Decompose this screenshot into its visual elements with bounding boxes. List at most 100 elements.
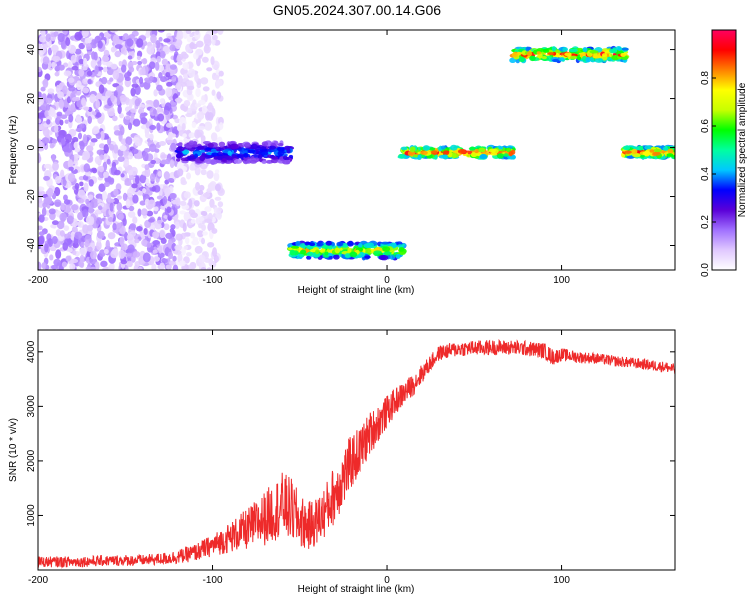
heatmap-cell [490, 152, 498, 156]
heatmap-cell [343, 244, 349, 248]
heatmap-cell [381, 241, 390, 245]
heatmap-cell [200, 210, 208, 217]
heatmap-cell [95, 132, 102, 140]
heatmap-cell [84, 37, 92, 44]
heatmap-cell [38, 235, 45, 246]
heatmap-cell [152, 249, 158, 254]
heatmap-cell [216, 91, 222, 100]
heatmap-cell [349, 251, 358, 258]
heatmap-cell [148, 61, 156, 70]
heatmap-cell [95, 99, 100, 109]
heatmap-cell [47, 88, 55, 94]
heatmap-cell [42, 78, 49, 89]
heatmap-cell [620, 52, 626, 57]
heatmap-cell [325, 240, 332, 246]
heatmap-cell [175, 197, 181, 207]
heatmap-cell [78, 68, 85, 77]
heatmap-cell [400, 146, 408, 151]
heatmap-cell [79, 181, 84, 187]
heatmap-cell [71, 96, 80, 102]
heatmap-cell [82, 209, 89, 218]
heatmap-cell [92, 198, 98, 203]
heatmap-cell [230, 143, 239, 150]
heatmap-cell [89, 257, 98, 265]
heatmap-cell [55, 229, 62, 237]
heatmap-cell [50, 224, 57, 229]
heatmap-cell [132, 251, 141, 258]
heatmap-cell [188, 198, 193, 209]
heatmap-cell [589, 50, 599, 54]
heatmap-cell [128, 34, 136, 40]
heatmap-cell [409, 146, 416, 153]
heatmap-cell [134, 139, 143, 147]
heatmap-cell [667, 148, 674, 154]
heatmap-cell [71, 65, 79, 71]
heatmap-cell [119, 236, 125, 246]
colorbar-tick-label: 0.0 [700, 263, 711, 277]
heatmap-cell [48, 208, 56, 215]
heatmap-cell [271, 156, 279, 160]
heatmap-cell [662, 146, 669, 151]
heatmap-cell [63, 204, 72, 214]
heatmap-cell [130, 108, 137, 114]
heatmap-cell [541, 55, 547, 60]
heatmap-cell [62, 30, 68, 35]
heatmap-cell [45, 33, 51, 42]
snr-x-ticks: -200 -100 0 100 [28, 330, 570, 586]
heatmap-cell [474, 148, 479, 154]
heatmap-cell [631, 148, 638, 155]
heatmap-cell [204, 121, 213, 131]
heatmap-cell [176, 158, 181, 162]
y-tick-label: 0 [26, 144, 37, 150]
heatmap-cell [176, 97, 182, 104]
heatmap-cell [304, 241, 311, 246]
heatmap-cell [479, 154, 488, 160]
heatmap-cell [310, 248, 317, 253]
heatmap-cell [60, 114, 68, 120]
heatmap-cell [261, 141, 269, 147]
heatmap-cell [315, 242, 324, 247]
heatmap-cell [108, 177, 115, 185]
x-tick-label: 100 [553, 275, 570, 286]
heatmap-cell [109, 143, 115, 151]
heatmap-cell [163, 109, 170, 115]
heatmap-cell [170, 224, 176, 230]
heatmap-cell [422, 145, 431, 151]
heatmap-cell [91, 168, 98, 174]
heatmap-cell [144, 132, 151, 139]
heatmap-cell [42, 43, 47, 54]
heatmap-cell [50, 264, 58, 270]
heatmap-cell [59, 119, 64, 126]
heatmap-cell [177, 168, 184, 177]
heatmap-cell [116, 222, 122, 229]
heatmap-cell [478, 147, 486, 153]
heatmap-cell [77, 211, 84, 221]
heatmap-cell [498, 146, 504, 150]
heatmap-cell [133, 264, 139, 270]
heatmap-cell [197, 230, 204, 238]
y-tick-label: 20 [26, 93, 37, 105]
heatmap-cell [564, 52, 572, 57]
heatmap-cell [194, 103, 202, 108]
heatmap-cell [194, 129, 201, 139]
heatmap-cell [206, 267, 213, 270]
heatmap-cell [85, 43, 92, 50]
heatmap-cell [79, 247, 87, 256]
heatmap-cell [145, 30, 151, 36]
heatmap-cell [96, 240, 102, 251]
heatmap-cell [152, 109, 157, 115]
snr-series-group [38, 338, 675, 569]
heatmap-cell [488, 148, 497, 153]
heatmap-cell [260, 146, 267, 150]
heatmap-cell [173, 249, 182, 255]
heatmap-cell [167, 131, 173, 140]
heatmap-cell [148, 76, 154, 82]
heatmap-cell [130, 113, 135, 119]
heatmap-cell [160, 50, 166, 59]
heatmap-cell [65, 255, 72, 262]
heatmap-cell [195, 87, 201, 98]
heatmap-cell [65, 37, 71, 47]
heatmap-cell [178, 260, 186, 267]
heatmap-cell [373, 250, 382, 255]
heatmap-cell [617, 46, 622, 51]
